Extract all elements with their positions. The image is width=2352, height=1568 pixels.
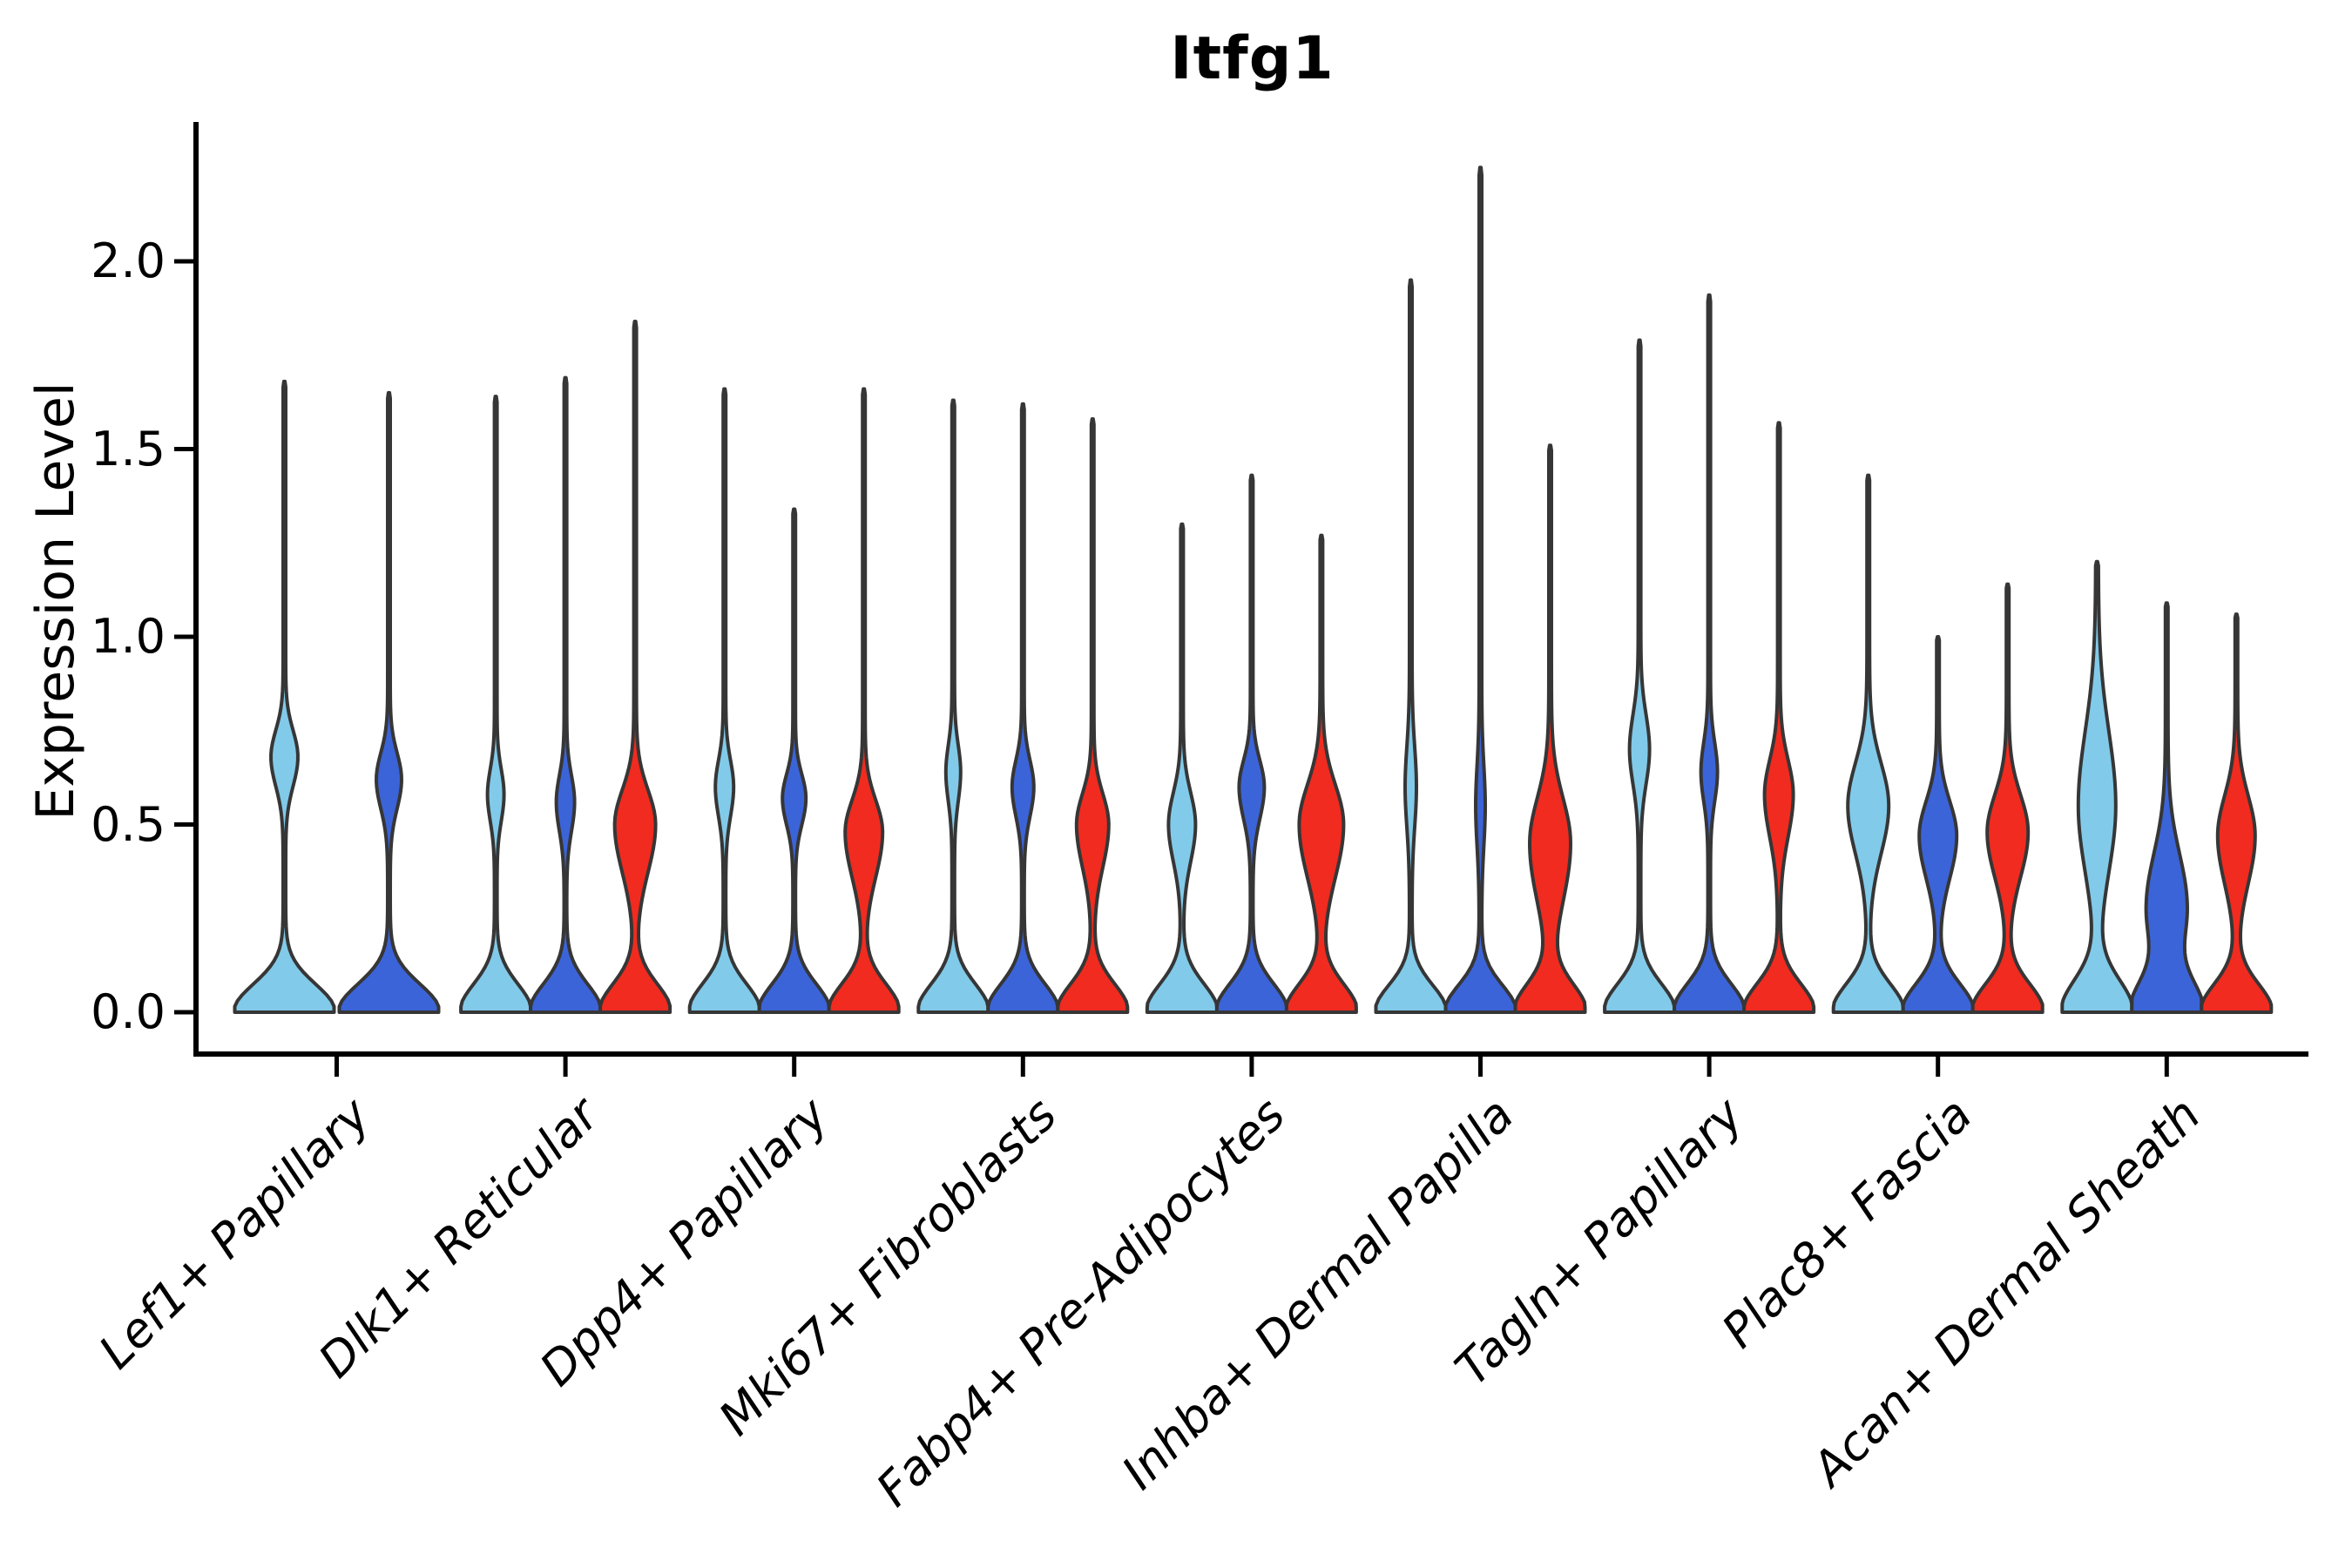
violin bbox=[2130, 601, 2204, 1014]
violin bbox=[1603, 338, 1677, 1014]
violin bbox=[1970, 582, 2044, 1014]
violin bbox=[1284, 533, 1358, 1014]
y-tick-label: 1.0 bbox=[91, 609, 166, 664]
violin bbox=[2200, 612, 2274, 1014]
violin bbox=[459, 395, 533, 1014]
violin bbox=[598, 319, 672, 1014]
violin bbox=[1673, 293, 1747, 1014]
violin bbox=[529, 375, 603, 1014]
violin bbox=[687, 387, 761, 1014]
violin bbox=[2060, 559, 2134, 1014]
violin bbox=[1214, 473, 1288, 1014]
violin bbox=[916, 398, 990, 1014]
violin bbox=[1374, 278, 1448, 1014]
violin bbox=[757, 507, 831, 1014]
violin bbox=[1443, 166, 1517, 1014]
violin bbox=[337, 390, 441, 1014]
violin bbox=[986, 402, 1060, 1014]
violin bbox=[1831, 473, 1905, 1014]
y-tick-label: 1.5 bbox=[91, 421, 166, 476]
violin bbox=[1056, 417, 1130, 1014]
y-tick-label: 2.0 bbox=[91, 233, 166, 288]
y-tick-label: 0.5 bbox=[91, 796, 166, 852]
chart-title: Itfg1 bbox=[1170, 24, 1335, 93]
violin bbox=[827, 387, 901, 1014]
y-tick-label: 0.0 bbox=[91, 984, 166, 1039]
violin bbox=[1513, 443, 1587, 1014]
violin bbox=[1145, 522, 1219, 1014]
violin bbox=[1901, 635, 1975, 1014]
violin bbox=[1742, 421, 1816, 1014]
violin bbox=[233, 379, 336, 1014]
